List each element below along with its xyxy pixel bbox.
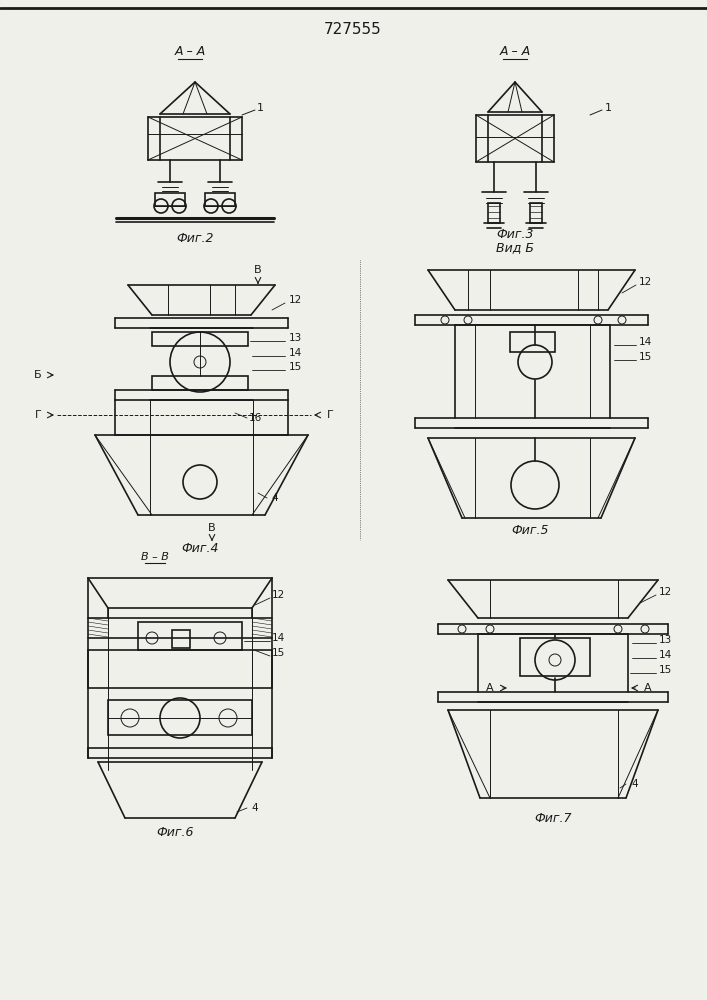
Text: Фиг.2: Фиг.2: [176, 232, 214, 244]
Text: Б: Б: [34, 370, 42, 380]
Text: 14: 14: [288, 348, 302, 358]
Text: 4: 4: [271, 493, 279, 503]
Text: А: А: [486, 683, 493, 693]
Text: 15: 15: [271, 648, 285, 658]
Text: 14: 14: [658, 650, 672, 660]
Text: 12: 12: [658, 587, 672, 597]
Bar: [172, 630, 190, 648]
Bar: [108, 700, 252, 735]
Bar: [155, 193, 185, 206]
Text: 14: 14: [638, 337, 652, 347]
Text: 14: 14: [271, 633, 285, 643]
Bar: [152, 332, 248, 346]
Text: Г: Г: [327, 410, 334, 420]
Text: 4: 4: [252, 803, 258, 813]
Text: 13: 13: [288, 333, 302, 343]
Text: Фиг.6: Фиг.6: [156, 826, 194, 838]
Text: 1: 1: [257, 103, 264, 113]
Bar: [530, 203, 542, 223]
Bar: [520, 638, 590, 676]
Text: В – В: В – В: [141, 552, 169, 562]
Text: 12: 12: [271, 590, 285, 600]
Text: 15: 15: [638, 352, 652, 362]
Text: 16: 16: [248, 413, 262, 423]
Text: Фиг.5: Фиг.5: [511, 524, 549, 536]
Bar: [510, 332, 555, 352]
Text: 727555: 727555: [324, 22, 382, 37]
Bar: [152, 376, 248, 390]
Bar: [138, 622, 242, 650]
Text: А: А: [644, 683, 652, 693]
Text: 15: 15: [658, 665, 672, 675]
Text: A – A: A – A: [499, 45, 531, 58]
Text: 13: 13: [658, 635, 672, 645]
Bar: [205, 193, 235, 206]
Text: В: В: [255, 265, 262, 275]
Bar: [488, 203, 500, 223]
Text: В: В: [208, 523, 216, 533]
Text: 4: 4: [631, 779, 638, 789]
Text: Вид Б: Вид Б: [496, 241, 534, 254]
Text: 15: 15: [288, 362, 302, 372]
Text: Фиг.4: Фиг.4: [181, 542, 218, 554]
Text: Фиг.7: Фиг.7: [534, 812, 572, 824]
Text: Фиг.3: Фиг.3: [496, 229, 534, 241]
Text: 1: 1: [604, 103, 612, 113]
Text: 12: 12: [638, 277, 652, 287]
Text: Г: Г: [35, 410, 42, 420]
Text: A – A: A – A: [175, 45, 206, 58]
Text: 12: 12: [288, 295, 302, 305]
